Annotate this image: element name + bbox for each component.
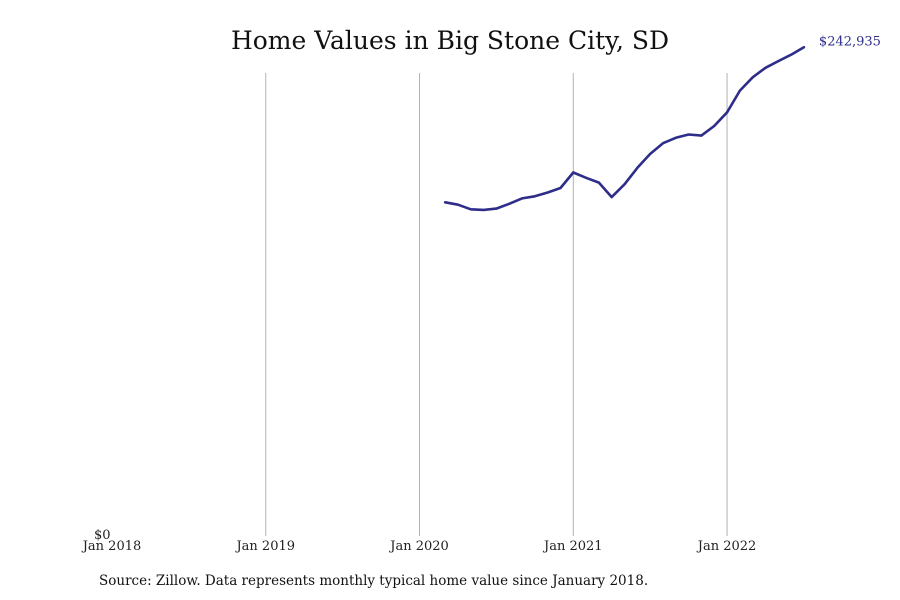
end-value-label: $242,935 xyxy=(819,34,881,49)
data-labels: $242,935 xyxy=(819,34,881,49)
x-tick-label: Jan 2020 xyxy=(388,539,449,554)
series-line xyxy=(443,45,806,212)
gridlines xyxy=(265,73,728,536)
x-tick-label: Jan 2019 xyxy=(234,539,295,554)
x-tick-label: Jan 2018 xyxy=(81,539,142,554)
chart-title: Home Values in Big Stone City, SD xyxy=(230,26,670,55)
series-group xyxy=(443,45,806,212)
y-tick-label: $0 xyxy=(94,528,111,543)
x-tick-label: Jan 2022 xyxy=(696,539,757,554)
y-axis-ticks: $0 xyxy=(94,528,111,543)
x-tick-label: Jan 2021 xyxy=(542,539,603,554)
source-note: Source: Zillow. Data represents monthly … xyxy=(99,573,649,589)
x-axis-ticks: Jan 2018 Jan 2019 Jan 2020 Jan 2021 Jan 2022 xyxy=(81,539,757,554)
